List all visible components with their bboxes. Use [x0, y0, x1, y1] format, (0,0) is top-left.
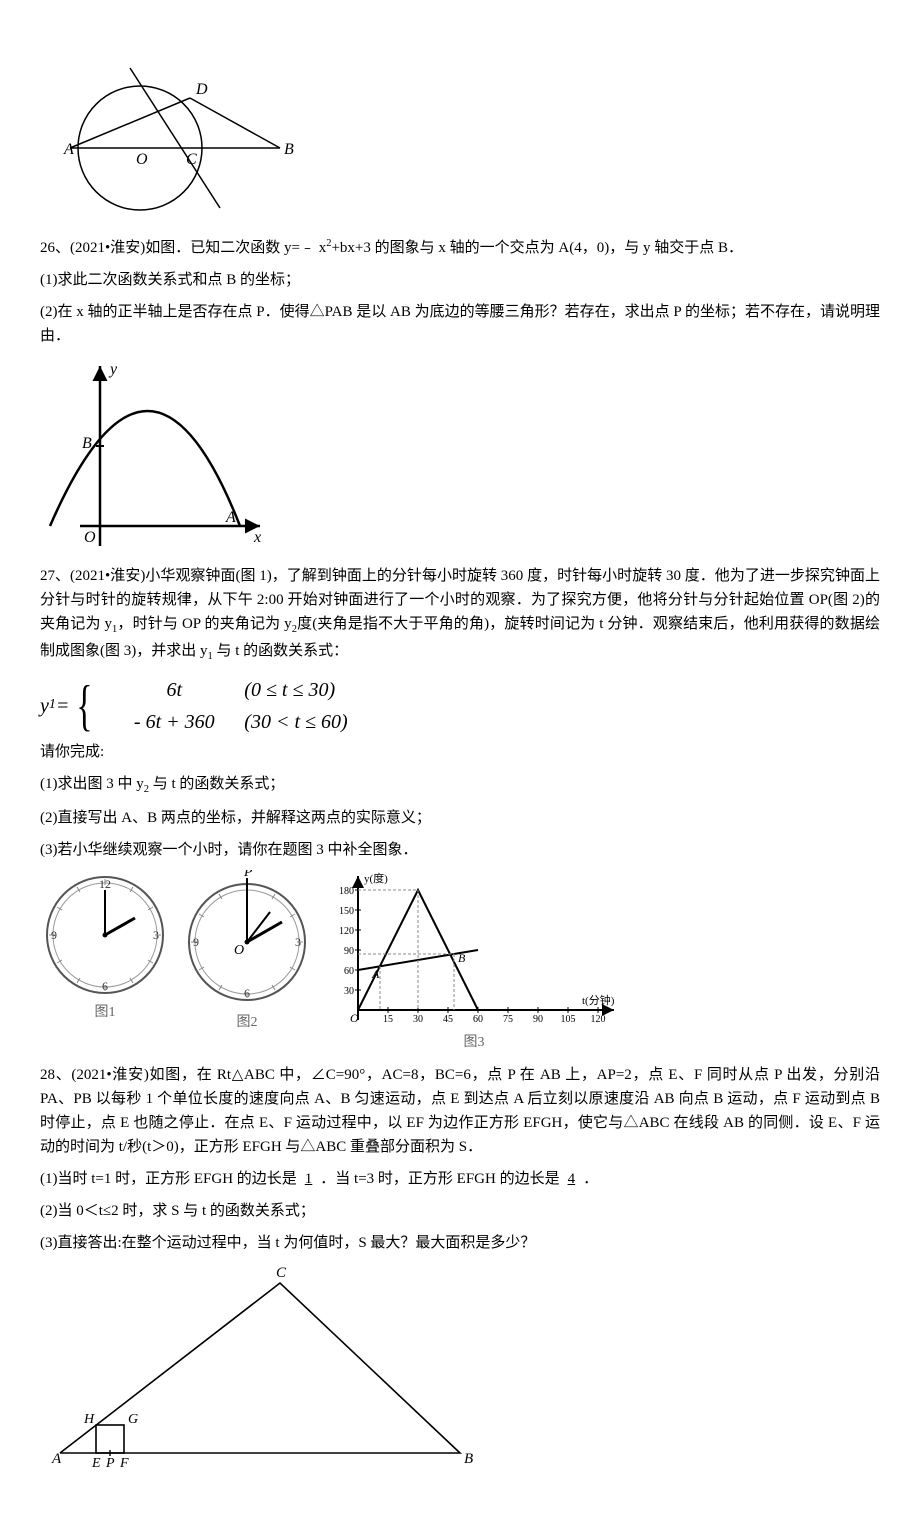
- q27-figures: 12 3 6 9 图1 3 6: [40, 870, 880, 1054]
- q26-o: O: [84, 529, 96, 546]
- svg-text:90: 90: [533, 1014, 543, 1025]
- q27-i2: ，时针与 OP 的夹角记为 y: [117, 616, 291, 632]
- q27-piecewise: y1 = { 6t (0 ≤ t ≤ 30) - 6t + 360 (30 < …: [40, 674, 880, 738]
- q27-fig1: 12 3 6 9 图1: [40, 870, 170, 1024]
- yt30: 30: [344, 986, 354, 997]
- f3-yl: y(度): [364, 871, 388, 885]
- q25-figure: A B D C O: [40, 48, 880, 228]
- yt90: 90: [344, 946, 354, 957]
- yt180: 180: [339, 886, 354, 897]
- q27-fig2: 3 6 9 P O 图2: [182, 870, 312, 1034]
- q28-u2: 4: [560, 1171, 584, 1187]
- q28-f: F: [119, 1456, 129, 1471]
- q28-b: B: [464, 1451, 473, 1467]
- q28-p1b: ．当 t=3 时，正方形 EFGH 的边长是: [320, 1171, 559, 1187]
- q26-figure: O x y A B: [40, 356, 880, 556]
- q27-fig1-cap: 图1: [95, 1002, 116, 1024]
- q26-y: y: [108, 361, 118, 378]
- q27-fig3: 30 60 90 120 150 180 15 30 45 60 75 90 105 1…: [324, 870, 624, 1054]
- svg-text:30: 30: [413, 1014, 423, 1025]
- clk2-p: P: [243, 870, 253, 880]
- q27-please: 请你完成:: [40, 740, 880, 764]
- svg-text:105: 105: [561, 1014, 576, 1025]
- label-b: B: [284, 141, 294, 158]
- f3-xl: t(分钟): [582, 993, 615, 1007]
- svg-text:45: 45: [443, 1014, 453, 1025]
- q28-u1: 1: [297, 1171, 321, 1187]
- q26-a: A: [225, 509, 236, 526]
- pw-lhs: y: [40, 690, 49, 722]
- pw-lhs-sub: 1: [49, 694, 56, 716]
- q26-b: B: [82, 435, 92, 452]
- svg-text:120: 120: [591, 1014, 606, 1025]
- q27-p1: (1)求出图 3 中 y2 与 t 的函数关系式；: [40, 772, 880, 799]
- q28-h: H: [83, 1412, 95, 1427]
- pw-r2e: - 6t + 360: [104, 706, 244, 738]
- q26-p2: (2)在 x 轴的正半轴上是否存在点 P．使得△PAB 是以 AB 为底边的等腰…: [40, 300, 880, 348]
- label-c: C: [186, 151, 197, 168]
- q27-p1b: 与 t 的函数关系式；: [149, 776, 284, 792]
- q27-p3: (3)若小华继续观察一个小时，请你在题图 3 中补全图象．: [40, 838, 880, 862]
- q28-p: P: [105, 1456, 115, 1471]
- clk2-o: O: [234, 943, 244, 958]
- yt60: 60: [344, 966, 354, 977]
- q28-p1a: (1)当时 t=1 时，正方形 EFGH 的边长是: [40, 1171, 297, 1187]
- q28-p3: (3)直接答出:在整个运动过程中，当 t 为何值时，S 最大？最大面积是多少？: [40, 1231, 880, 1255]
- q28-p1c: ．: [583, 1171, 598, 1187]
- svg-text:15: 15: [383, 1014, 393, 1025]
- brace-icon: {: [77, 678, 93, 734]
- q28-intro: 28、(2021•淮安)如图，在 Rt△ABC 中，∠C=90°，AC=8，BC…: [40, 1063, 880, 1159]
- q28-p1: (1)当时 t=1 时，正方形 EFGH 的边长是1．当 t=3 时，正方形 E…: [40, 1167, 880, 1191]
- label-d: D: [195, 81, 208, 98]
- svg-text:60: 60: [473, 1014, 483, 1025]
- f3-o: O: [350, 1011, 359, 1025]
- q27-p1a: (1)求出图 3 中 y: [40, 776, 144, 792]
- q27-fig3-cap: 图3: [464, 1032, 485, 1054]
- q28-figure: A B C E P F H G: [40, 1263, 880, 1473]
- q28-a: A: [51, 1451, 62, 1467]
- yt120: 120: [339, 926, 354, 937]
- q26-line1-a: 26、(2021•淮安)如图．已知二次函数 y=﹣ x: [40, 240, 326, 256]
- pw-eq: =: [56, 690, 70, 722]
- f3-a: A: [371, 967, 380, 981]
- q26-x: x: [253, 529, 261, 546]
- q27-fig2-cap: 图2: [237, 1012, 258, 1034]
- q28-p2: (2)当 0＜t≤2 时，求 S 与 t 的函数关系式；: [40, 1199, 880, 1223]
- q26-p1: (1)求此二次函数关系式和点 B 的坐标；: [40, 268, 880, 292]
- q26-text: 26、(2021•淮安)如图．已知二次函数 y=﹣ x2+bx+3 的图象与 x…: [40, 236, 880, 260]
- label-a: A: [63, 141, 74, 158]
- q27-p2: (2)直接写出 A、B 两点的坐标，并解释这两点的实际意义；: [40, 806, 880, 830]
- pw-r2c: (30 < t ≤ 60): [244, 706, 444, 738]
- q26-line1-b: +bx+3 的图象与 x 轴的一个交点为 A(4，0)，与 y 轴交于点 B．: [331, 240, 743, 256]
- q27-i4: 与 t 的函数关系式：: [213, 643, 348, 659]
- yt150: 150: [339, 906, 354, 917]
- q28-c: C: [276, 1265, 287, 1281]
- pw-r1c: (0 ≤ t ≤ 30): [244, 674, 444, 706]
- f3-b: B: [458, 951, 466, 965]
- label-o: O: [136, 151, 148, 168]
- pw-r1e: 6t: [104, 674, 244, 706]
- svg-text:75: 75: [503, 1014, 513, 1025]
- q28-e: E: [91, 1456, 101, 1471]
- q27-intro: 27、(2021•淮安)小华观察钟面(图 1)，了解到钟面上的分针每小时旋转 3…: [40, 564, 880, 666]
- q28-g: G: [128, 1412, 138, 1427]
